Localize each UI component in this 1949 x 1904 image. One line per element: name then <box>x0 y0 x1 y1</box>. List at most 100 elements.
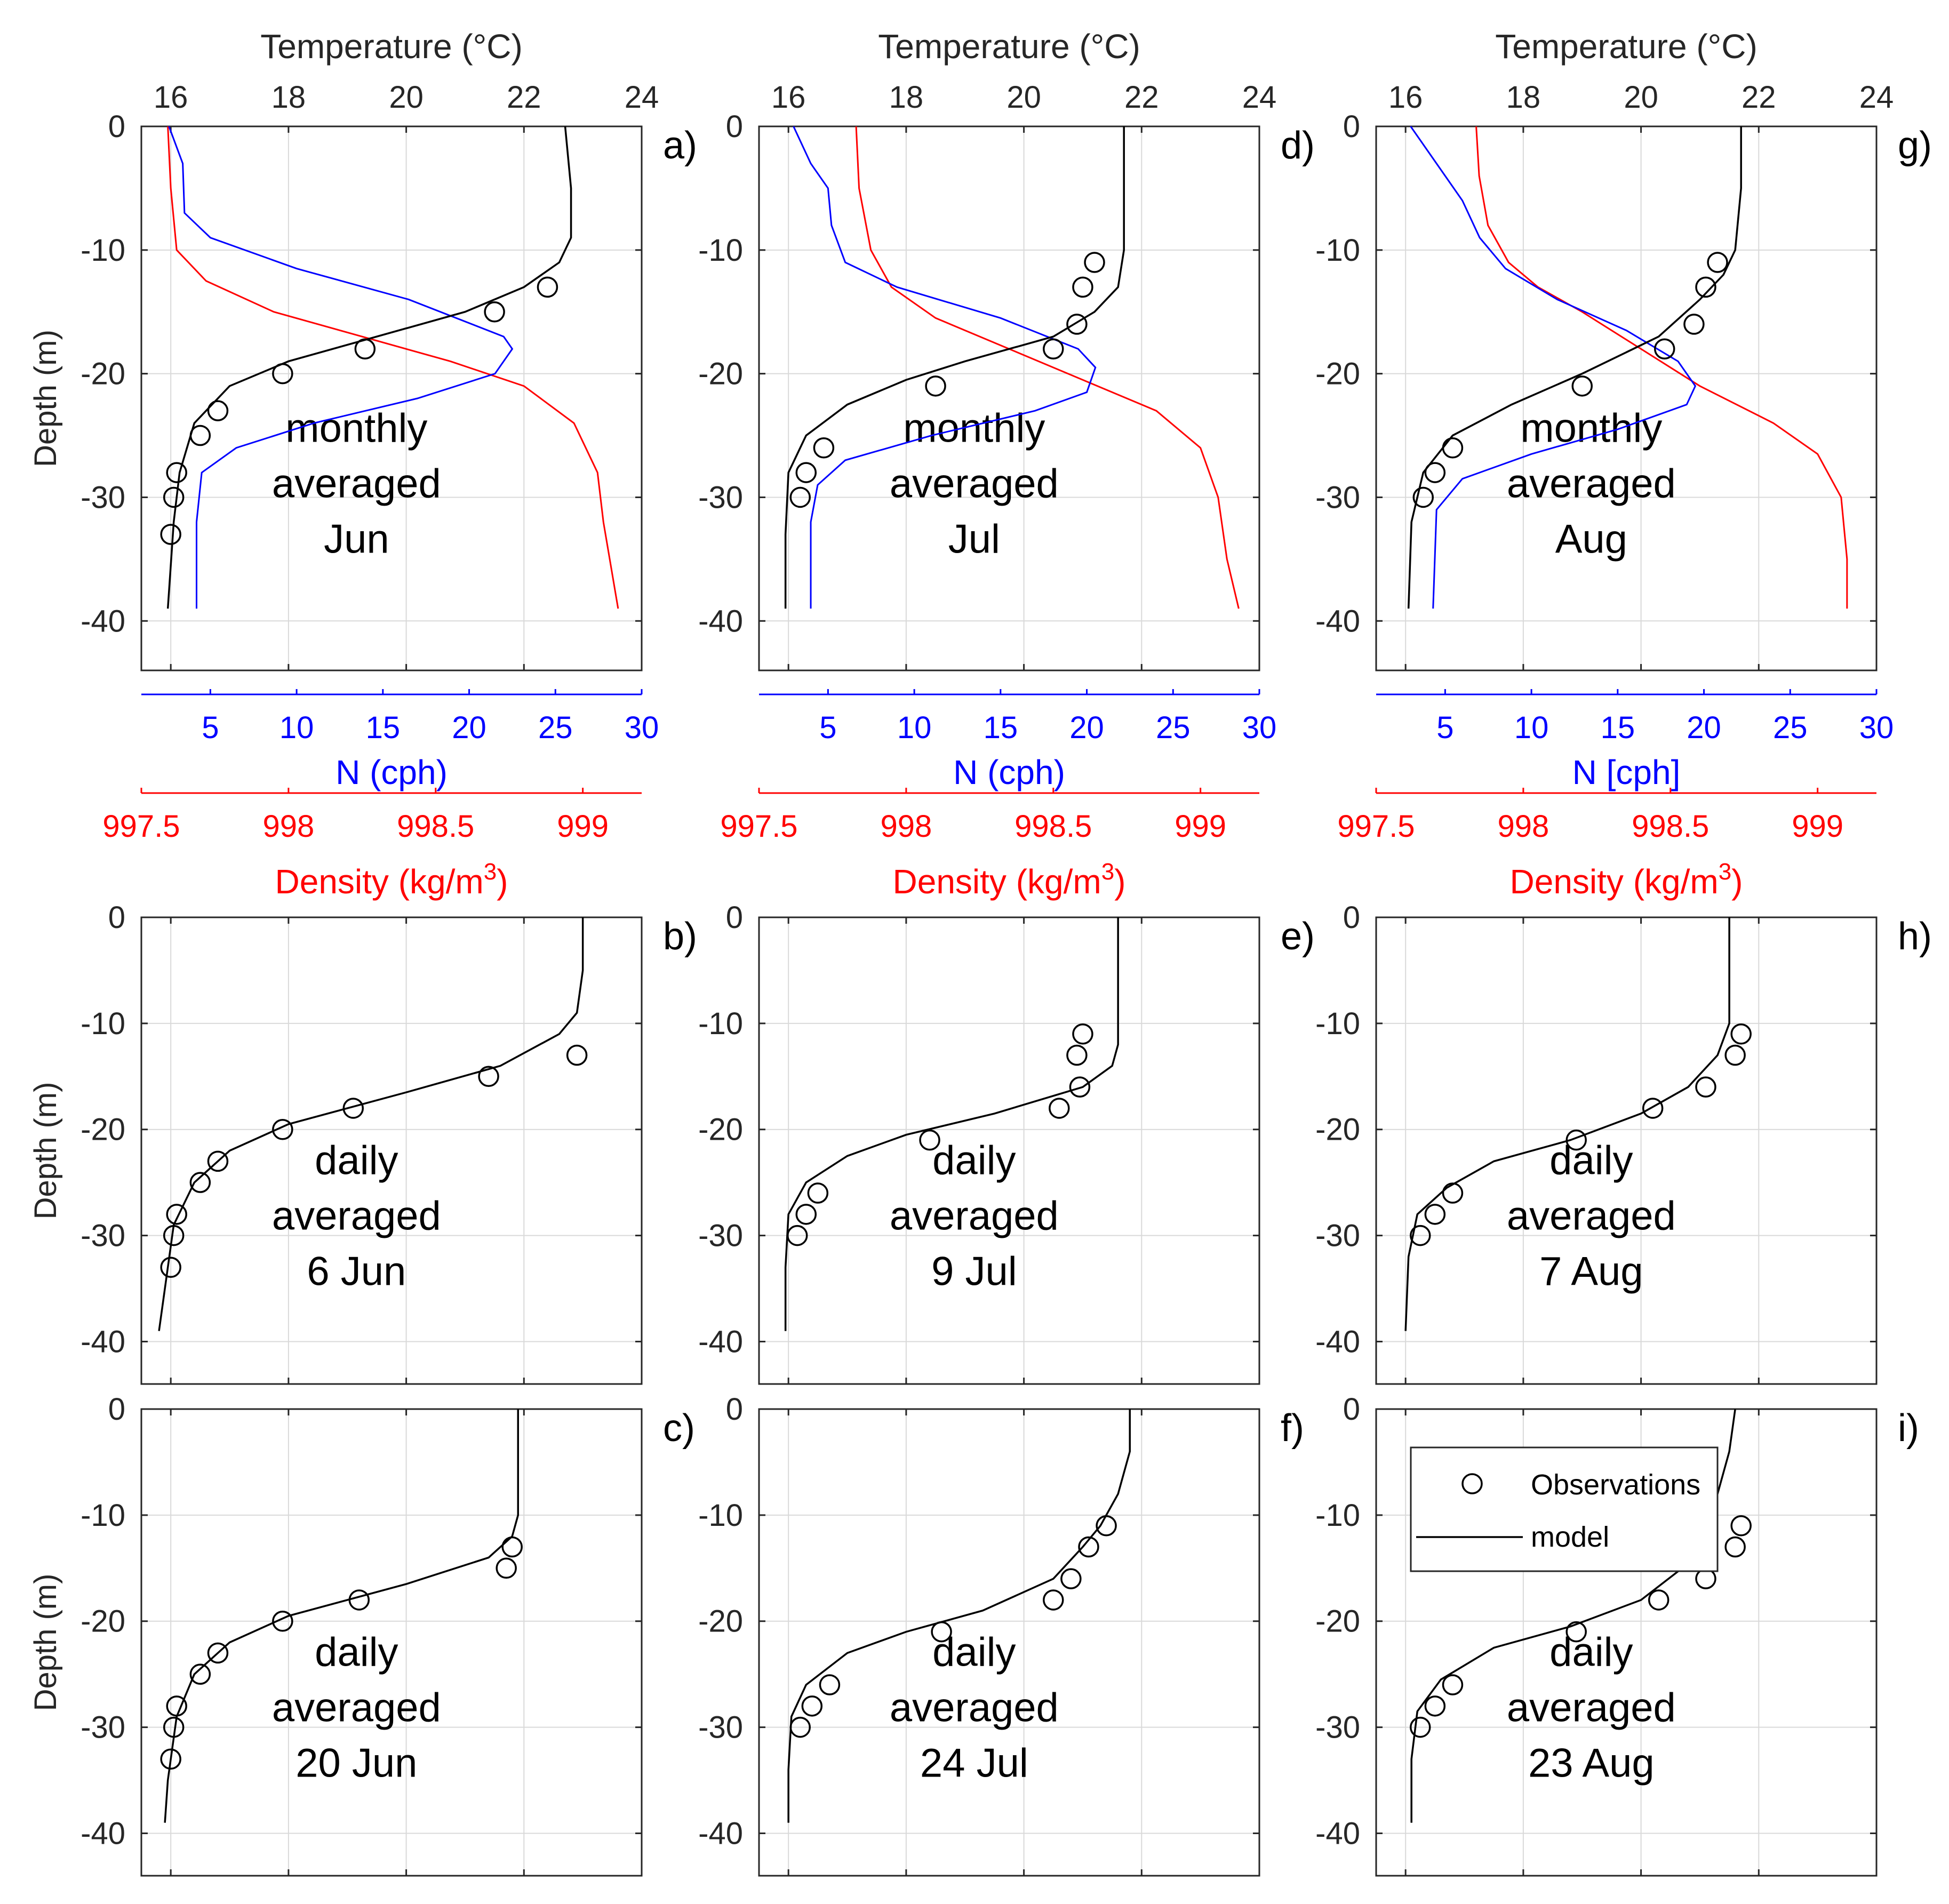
annotation-line: 6 Jun <box>307 1249 406 1294</box>
panel-g: 0 -10 -20 -30 -40 16 18 20 22 24 Temperature (°C) g… <box>1315 27 1932 901</box>
observation-point <box>1078 1536 1099 1558</box>
observation-point <box>189 425 211 446</box>
axes-frame <box>1375 125 1878 671</box>
observation-point <box>1695 1076 1716 1098</box>
n-profile-line <box>168 126 514 609</box>
observation-point <box>160 1748 181 1770</box>
observation-point <box>1565 1621 1587 1643</box>
annotation-line: averaged <box>1507 1193 1676 1238</box>
density-label-exponent: 3 <box>1719 859 1731 885</box>
temperature-tick-label: 24 <box>625 80 659 115</box>
observation-point <box>813 437 835 459</box>
observation-point <box>207 400 229 421</box>
y-tick-label: -40 <box>1315 1324 1360 1359</box>
density-tick-label: 997.5 <box>102 809 180 844</box>
y-tick-label: 0 <box>1343 1392 1360 1427</box>
y-tick-label: -10 <box>698 1006 743 1041</box>
density-profile-line <box>167 126 619 609</box>
axes-frame <box>140 1408 643 1877</box>
panel-label: i) <box>1898 1407 1919 1450</box>
observation-point <box>931 1621 952 1643</box>
observation-point <box>1096 1515 1117 1537</box>
annotation-line: daily <box>932 1138 1016 1183</box>
density-tick-label: 999 <box>1792 809 1843 844</box>
observation-point <box>795 1204 817 1225</box>
observation-point <box>786 1225 808 1246</box>
annotation-line: 20 Jun <box>295 1740 417 1786</box>
observation-point <box>1695 276 1716 298</box>
legend-observation-marker <box>1461 1473 1483 1494</box>
observation-point <box>1442 437 1464 459</box>
annotation-line: averaged <box>890 1193 1059 1238</box>
observation-point <box>1069 1076 1091 1098</box>
density-label-exponent: 3 <box>484 859 497 885</box>
axes-frame <box>140 125 643 671</box>
density-label-prefix: Density (kg/m <box>275 862 484 901</box>
temperature-tick-label: 20 <box>1007 80 1041 115</box>
legend-model-label: model <box>1531 1521 1609 1553</box>
y-tick-label: -10 <box>1315 1498 1360 1533</box>
panel-label: h) <box>1898 915 1932 958</box>
observation-point <box>1412 486 1434 508</box>
observation-point <box>1066 1044 1088 1066</box>
observation-point <box>484 301 505 323</box>
n-axis-label: N (cph) <box>336 753 448 791</box>
observation-point <box>1724 1044 1746 1066</box>
legend-box <box>1410 1446 1719 1572</box>
annotation-line: daily <box>1549 1629 1633 1675</box>
y-tick-label: -20 <box>1315 1113 1360 1147</box>
model-temperature-line <box>158 917 584 1331</box>
panel-h: 0 -10 -20 -30 -40 h) daily averaged 7 Aug <box>1315 900 1932 1385</box>
model-temperature-line <box>1404 917 1730 1331</box>
temperature-tick-label: 22 <box>1742 80 1776 115</box>
observation-point <box>566 1044 588 1066</box>
panel-label: f) <box>1281 1407 1304 1450</box>
observation-point <box>1565 1129 1587 1151</box>
temperature-tick-label: 24 <box>1242 80 1277 115</box>
n-tick-label: 20 <box>1069 710 1104 745</box>
y-tick-label: 0 <box>108 109 125 144</box>
model-temperature-line <box>164 1409 520 1823</box>
y-tick-label: -10 <box>1315 1006 1360 1041</box>
annotation-line: 9 Jul <box>931 1249 1017 1294</box>
observation-point <box>925 375 946 397</box>
model-temperature-line <box>784 126 1125 609</box>
observation-point <box>1410 1716 1431 1738</box>
y-tick-label: -10 <box>698 233 743 268</box>
y-tick-label: 0 <box>726 109 743 144</box>
density-tick-label: 998.5 <box>397 809 474 844</box>
n-tick-label: 5 <box>1436 710 1453 745</box>
n-tick-label: 25 <box>538 710 573 745</box>
model-temperature-line <box>787 1409 1131 1823</box>
model-temperature-line <box>1407 126 1742 609</box>
density-profile-line <box>855 126 1240 609</box>
annotation-line: averaged <box>272 1193 441 1238</box>
legend-observations-label: Observations <box>1531 1469 1700 1501</box>
annotation-line: averaged <box>1507 461 1676 507</box>
annotation-line: daily <box>315 1138 398 1183</box>
annotation-line: daily <box>932 1629 1016 1675</box>
observation-point <box>354 338 376 360</box>
annotation-line: daily <box>315 1629 398 1675</box>
temperature-tick-label: 24 <box>1859 80 1894 115</box>
observation-point <box>1424 1695 1446 1717</box>
y-tick-label: -30 <box>1315 1710 1360 1745</box>
density-axis-label: Density (kg/m3) <box>1510 859 1743 901</box>
panel-label: a) <box>663 124 697 167</box>
n-tick-label: 15 <box>1601 710 1635 745</box>
observation-point <box>1072 1023 1093 1045</box>
annotation-line: averaged <box>272 461 441 507</box>
y-tick-label: -30 <box>81 480 125 515</box>
temperature-axis-label: Temperature (°C) <box>260 27 523 66</box>
y-tick-label: -40 <box>81 604 125 638</box>
axes-frame <box>758 916 1260 1385</box>
observation-point <box>1060 1568 1082 1589</box>
observation-point <box>1571 375 1593 397</box>
panel-e: 0 -10 -20 -30 -40 e) daily averaged 9 Jul <box>698 900 1315 1385</box>
y-tick-label: -10 <box>81 1498 125 1533</box>
observation-point <box>1072 276 1093 298</box>
observation-point <box>1707 252 1728 273</box>
panel-c: 0 -10 -20 -30 -40 Depth (m) c) daily averaged 20 … <box>28 1392 695 1877</box>
n-tick-label: 15 <box>366 710 401 745</box>
